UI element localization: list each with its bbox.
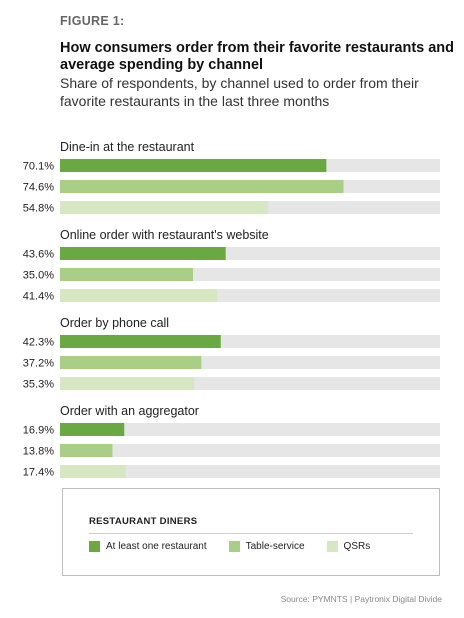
group-label: Order by phone call	[60, 316, 169, 330]
bar-table-service	[60, 268, 193, 281]
bar-table-service	[60, 356, 202, 369]
value-label: 17.4%	[23, 467, 54, 479]
bar-qsrs	[60, 465, 127, 478]
value-label: 42.3%	[23, 337, 54, 349]
group-label: Online order with restaurant's website	[60, 228, 269, 242]
legend-swatch-table-service	[228, 541, 240, 552]
bar-chart: Dine-in at the restaurant 70.1% 74.6% 54.8%…	[23, 140, 440, 479]
bar-table-service	[60, 180, 344, 193]
bar-at-least-one	[60, 335, 221, 348]
legend-item-qsrs: QSRs	[326, 541, 371, 552]
group-label: Order with an aggregator	[60, 404, 199, 418]
group-label: Dine-in at the restaurant	[60, 140, 195, 154]
chart-subtitle: Share of respondents, by channel used to…	[60, 75, 419, 109]
value-label: 54.8%	[23, 203, 54, 215]
value-label: 74.6%	[23, 182, 54, 194]
value-label: 16.9%	[23, 425, 54, 437]
legend-label-table-service: Table-service	[245, 541, 305, 552]
value-label: 70.1%	[23, 161, 54, 173]
bar-track	[60, 423, 440, 436]
legend-swatch-at-least-one	[89, 541, 100, 552]
value-label: 35.0%	[23, 270, 54, 282]
bar-at-least-one	[60, 247, 226, 260]
value-label: 35.3%	[23, 379, 54, 391]
legend-title: RESTAURANT DINERS	[89, 516, 198, 527]
legend-label-at-least-one: At least one restaurant	[106, 541, 207, 552]
legend-divider	[89, 533, 413, 534]
bar-track	[60, 444, 440, 457]
figure-label: FIGURE 1:	[60, 14, 125, 28]
legend-items: At least one restaurant Table-service QS…	[89, 541, 392, 552]
value-label: 41.4%	[23, 291, 54, 303]
legend-item-at-least-one: At least one restaurant	[89, 541, 207, 552]
chart-title: How consumers order from their favorite …	[60, 40, 455, 73]
bar-at-least-one	[60, 159, 327, 172]
legend: RESTAURANT DINERS At least one restauran…	[62, 488, 440, 576]
legend-swatch-qsrs	[326, 541, 338, 552]
value-label: 37.2%	[23, 358, 54, 370]
bar-table-service	[60, 444, 113, 457]
bar-qsrs	[60, 289, 218, 302]
legend-label-qsrs: QSRs	[343, 541, 371, 552]
value-label: 43.6%	[23, 249, 54, 261]
legend-item-table-service: Table-service	[228, 541, 305, 552]
bar-at-least-one	[60, 423, 125, 436]
bar-qsrs	[60, 377, 195, 390]
bar-track	[60, 465, 440, 478]
source-note: Source: PYMNTS | Paytronix Digital Divid…	[280, 594, 442, 604]
bar-qsrs	[60, 201, 269, 214]
value-label: 13.8%	[23, 446, 54, 458]
